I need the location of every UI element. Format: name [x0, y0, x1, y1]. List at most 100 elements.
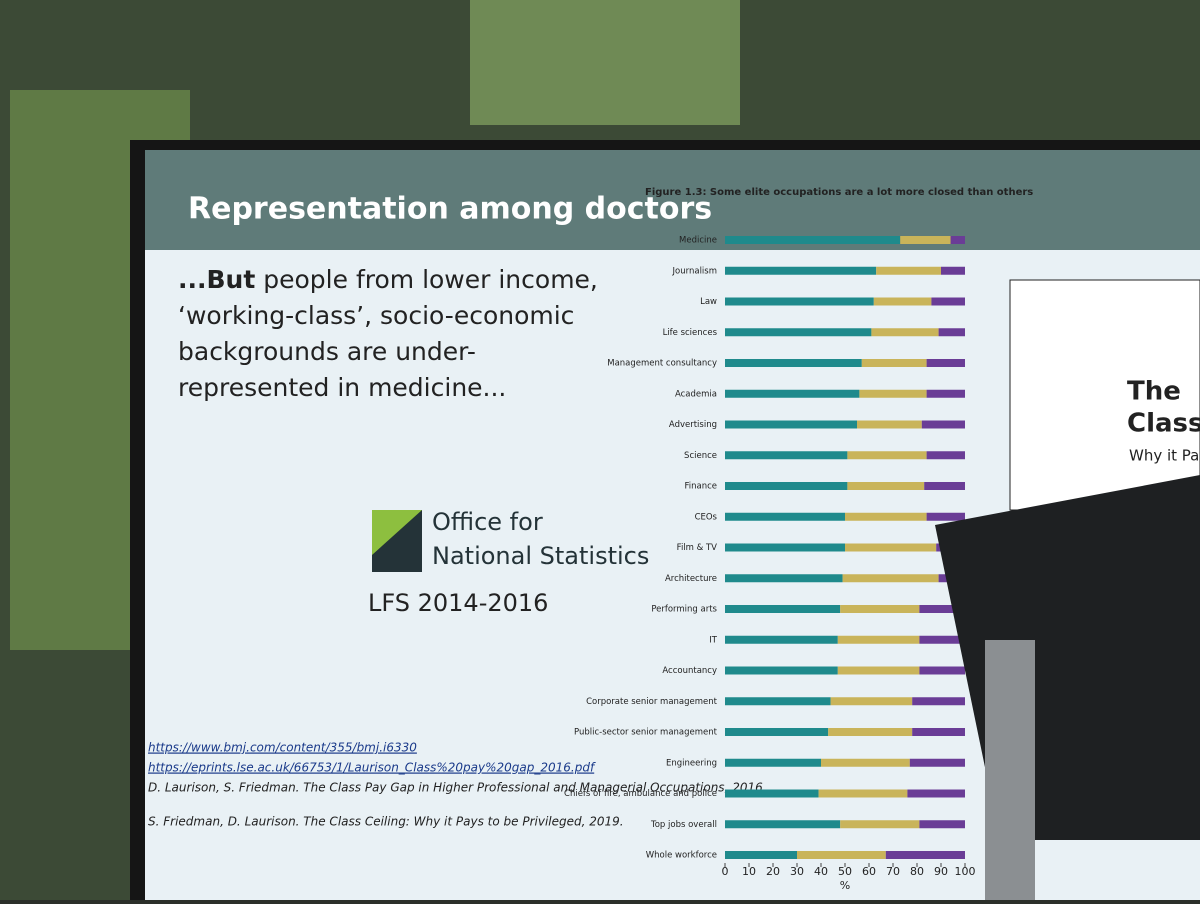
- reference-link: https://www.bmj.com/content/355/bmj.i633…: [148, 741, 417, 755]
- x-tick-label: 50: [838, 865, 852, 878]
- y-tick-label: Architecture: [665, 574, 717, 584]
- y-tick-label: Law: [700, 297, 717, 307]
- bar-segment: [725, 236, 901, 244]
- bar-segment: [912, 697, 965, 706]
- bar-segment: [938, 328, 965, 337]
- bar-segment: [873, 297, 932, 306]
- y-tick-label: Life sciences: [663, 328, 718, 338]
- book-line2: Class: [1127, 409, 1200, 439]
- logo-line1: Office for: [432, 508, 543, 536]
- reference-text: D. Laurison, S. Friedman. The Class Pay …: [148, 781, 767, 795]
- bar-segment: [926, 451, 965, 460]
- x-tick-label: 100: [955, 865, 976, 878]
- bar-segment: [725, 789, 819, 798]
- chart-title: Figure 1.3: Some elite occupations are a…: [645, 187, 1033, 198]
- y-tick-label: Finance: [684, 482, 717, 492]
- bar-segment: [857, 420, 922, 429]
- bar-segment: [919, 666, 965, 675]
- bar-segment: [725, 605, 841, 613]
- bar-segment: [837, 666, 920, 675]
- bar-segment: [725, 451, 848, 460]
- y-tick-label: Chiefs of fire, ambulance and police: [564, 789, 717, 799]
- x-tick-label: 30: [790, 865, 804, 878]
- book-line1: The: [1127, 377, 1181, 407]
- bar-segment: [907, 789, 965, 798]
- bar-segment: [818, 789, 908, 798]
- y-tick-label: Performing arts: [651, 605, 717, 615]
- bar-segment: [909, 758, 965, 767]
- x-tick-label: 20: [766, 865, 780, 878]
- y-tick-label: Academia: [675, 389, 717, 399]
- bar-segment: [900, 236, 951, 244]
- y-tick-label: Medicine: [679, 236, 717, 246]
- body-rest: people from lower income, ‘working-class…: [178, 265, 598, 402]
- x-tick-label: 70: [886, 865, 900, 878]
- y-tick-label: Top jobs overall: [650, 820, 717, 830]
- slide-title: Representation among doctors: [188, 192, 712, 227]
- bar-segment: [919, 635, 965, 644]
- bar-segment: [885, 851, 965, 859]
- bar-segment: [725, 297, 874, 306]
- bar-segment: [725, 389, 860, 398]
- bar-segment: [725, 728, 829, 736]
- x-tick-label: 10: [742, 865, 756, 878]
- bar-segment: [725, 420, 857, 429]
- bar-segment: [725, 820, 841, 829]
- reference-link: https://eprints.lse.ac.uk/66753/1/Lauris…: [148, 761, 596, 775]
- y-tick-label: IT: [709, 635, 718, 645]
- body-text: ...But people from lower income, ‘workin…: [178, 262, 608, 406]
- bar-segment: [840, 605, 920, 613]
- body-bold: ...But: [178, 265, 256, 294]
- y-tick-label: Engineering: [666, 758, 717, 768]
- y-tick-label: Public-sector senior management: [574, 728, 718, 738]
- book-cover: [1009, 279, 1200, 511]
- bar-segment: [847, 482, 925, 490]
- reference-text: S. Friedman, D. Laurison. The Class Ceil…: [148, 815, 624, 829]
- bar-segment: [725, 758, 821, 767]
- bar-segment: [924, 482, 965, 490]
- bar-segment: [725, 635, 838, 644]
- x-tick-label: 40: [814, 865, 828, 878]
- bar-segment: [926, 512, 965, 521]
- y-tick-label: Advertising: [669, 420, 717, 430]
- y-tick-label: Film & TV: [677, 543, 717, 553]
- y-tick-label: Science: [684, 451, 717, 461]
- bar-segment: [861, 359, 927, 367]
- bar-segment: [845, 512, 927, 521]
- slide-header: [145, 150, 1200, 250]
- bar-segment: [725, 851, 797, 859]
- bar-segment: [840, 820, 920, 829]
- x-tick-label: 60: [862, 865, 876, 878]
- y-tick-label: Management consultancy: [607, 359, 717, 369]
- bar-segment: [725, 697, 831, 706]
- bar-segment: [926, 359, 965, 367]
- monitor-arm: [985, 640, 1035, 900]
- book-line3: Why it Pays: [1129, 447, 1200, 465]
- bar-segment: [847, 451, 927, 460]
- bar-segment: [931, 297, 965, 306]
- x-axis-label: %: [840, 879, 850, 892]
- references: https://www.bmj.com/content/355/bmj.i633…: [148, 741, 767, 829]
- bar-segment: [919, 605, 965, 613]
- y-tick-label: Accountancy: [662, 666, 717, 676]
- bar-segment: [830, 697, 913, 706]
- y-tick-label: Corporate senior management: [586, 697, 718, 707]
- bar-segment: [797, 851, 886, 859]
- bar-segment: [725, 359, 862, 367]
- bar-segment: [828, 728, 913, 736]
- logo-caption: LFS 2014-2016: [368, 589, 548, 617]
- y-tick-label: Journalism: [672, 266, 717, 276]
- bar-segment: [859, 389, 927, 398]
- bar-segment: [842, 574, 939, 583]
- logo-line2: National Statistics: [432, 542, 649, 570]
- y-tick-label: Whole workforce: [646, 851, 717, 861]
- bar-segment: [876, 266, 941, 275]
- x-tick-label: 90: [934, 865, 948, 878]
- bar-segment: [725, 574, 843, 583]
- bar-segment: [941, 266, 965, 275]
- bar-segment: [725, 328, 872, 337]
- bar-segment: [926, 389, 965, 398]
- bar-segment: [725, 512, 845, 521]
